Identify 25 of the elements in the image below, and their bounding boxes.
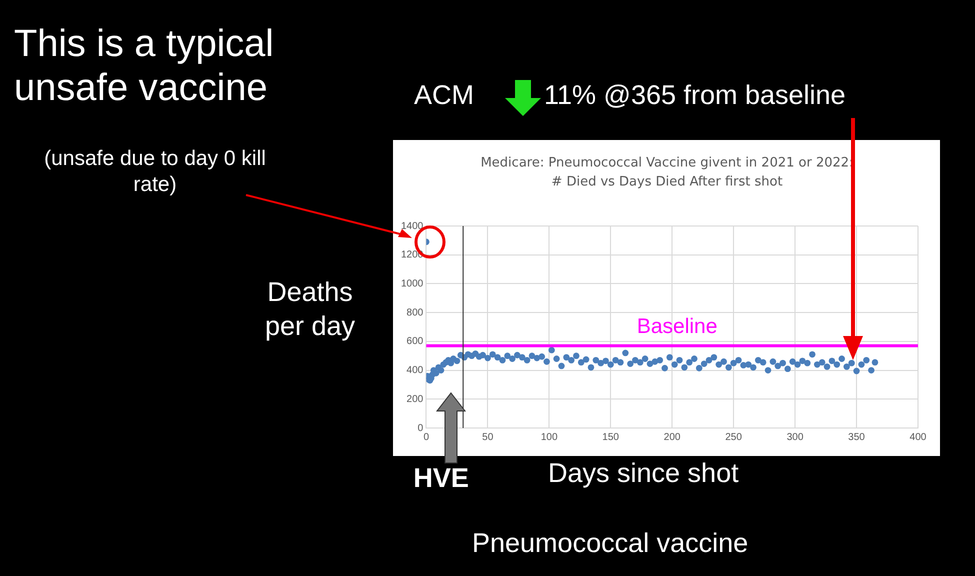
y-axis-title: Deaths per day	[264, 276, 356, 343]
text: Pneumococcal vaccine	[472, 528, 748, 559]
x-tick-label: 400	[910, 432, 927, 443]
text: 11% @365 from baseline	[544, 80, 846, 111]
y-tick-label: 1000	[400, 278, 424, 290]
x-tick-label: 300	[786, 432, 804, 443]
y-tick-label: 400	[406, 365, 424, 376]
y-tick-label: 1400	[400, 220, 424, 232]
ref-line-label: Baseline	[636, 315, 718, 338]
y-tick-label: 200	[406, 394, 424, 405]
text: This is a typical unsafe vaccine	[14, 22, 275, 110]
ref-line-label: HVE	[413, 462, 469, 493]
chart-title: Medicare: Pneumococcal Vaccine givent in 2021 or 2022: # Died vs Days Died After first shot	[480, 155, 854, 190]
x-tick-label: 200	[664, 432, 681, 443]
x-tick-label: 100	[540, 432, 558, 443]
x-tick-label: 150	[602, 432, 620, 443]
y-tick-label: 800	[406, 307, 424, 318]
x-axis-title: Days since shot	[548, 458, 739, 489]
y-tick-label: 0	[418, 422, 424, 434]
y-tick-label: 600	[406, 336, 424, 348]
x-tick-label: 250	[725, 432, 742, 443]
text: (unsafe due to day 0 kill rate)	[43, 146, 267, 198]
x-tick-label: 50	[482, 432, 494, 443]
text: ACM	[414, 80, 474, 111]
x-tick-label: 350	[848, 432, 866, 443]
